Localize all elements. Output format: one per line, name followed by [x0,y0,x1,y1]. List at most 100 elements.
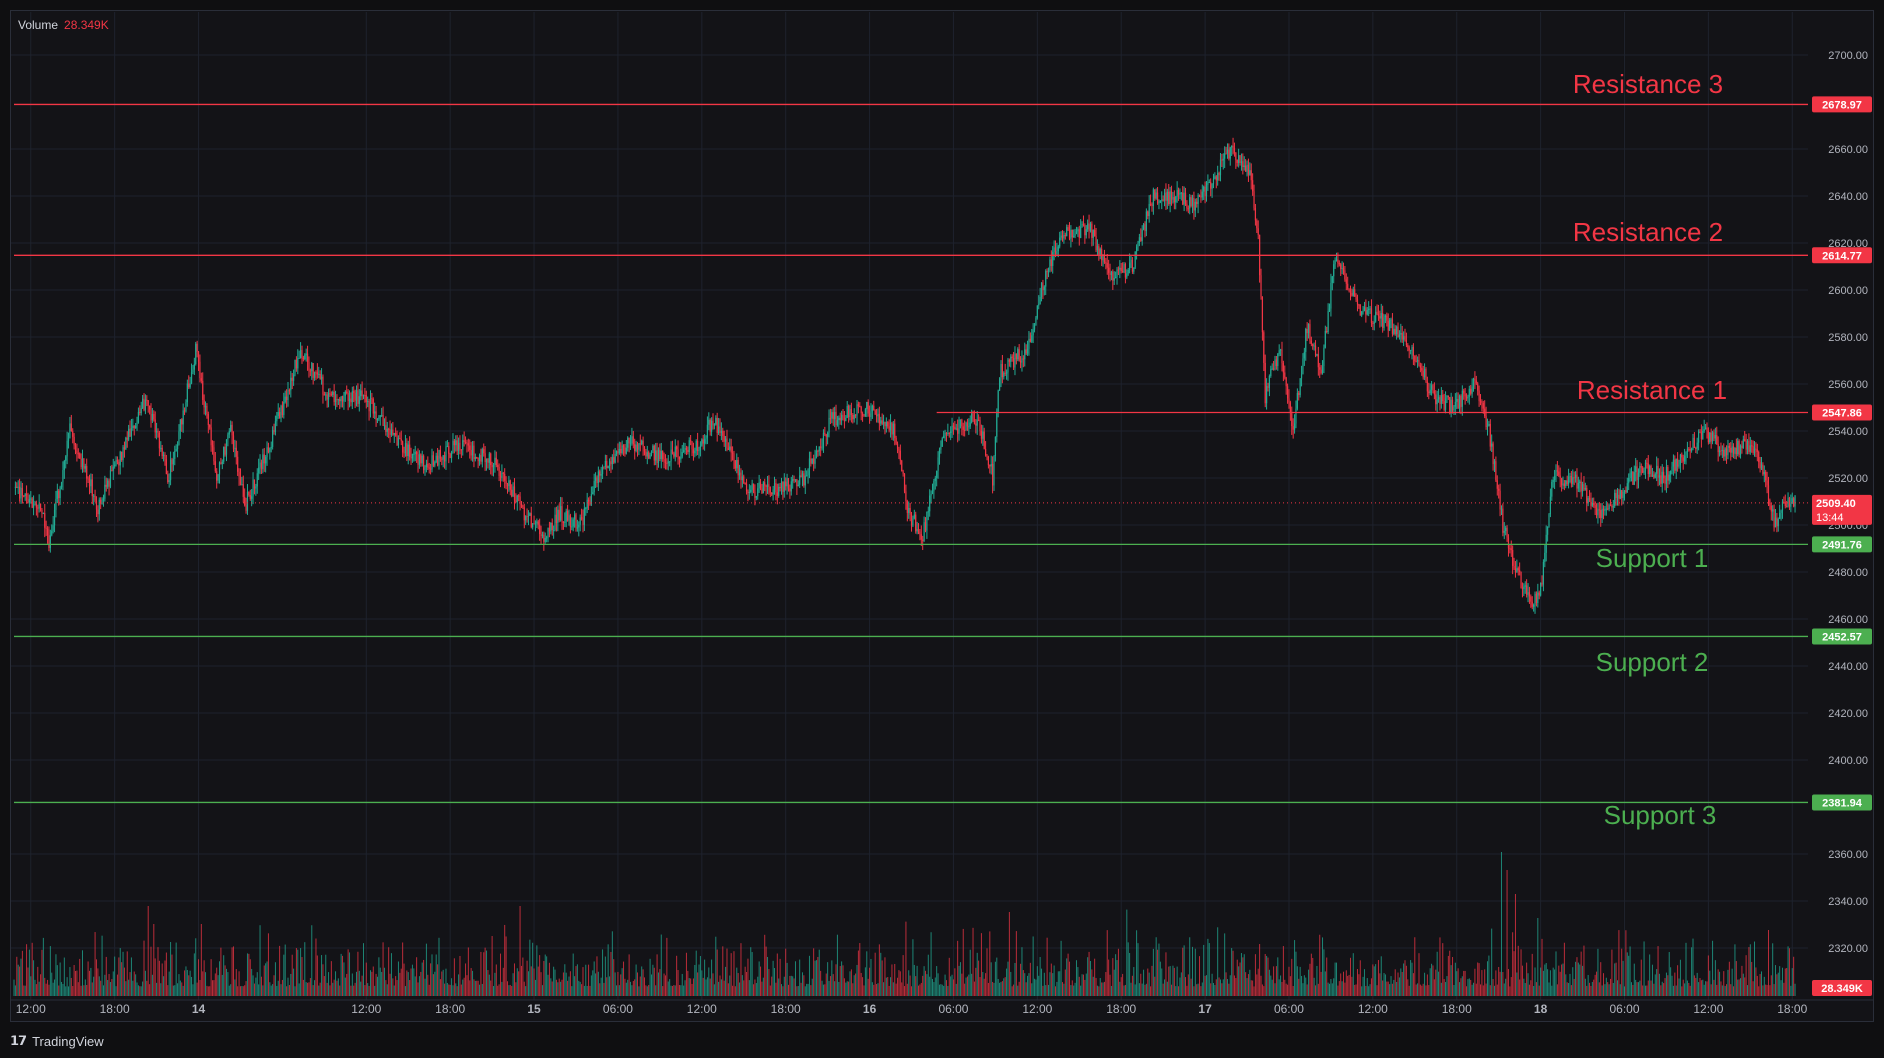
candle-body [1152,189,1154,207]
time-axis-tick-label: 18:00 [1442,1002,1472,1016]
volume-bar [1226,979,1228,996]
candle-body [509,480,511,490]
candle-body [469,445,471,451]
candle-body [1156,192,1159,204]
time-axis[interactable]: 12:00 18:00 14 12:00 18:00 15 06:00 12:00 18:00 1… [11,999,1873,1016]
candle-body [564,521,566,524]
candle-body [1605,508,1607,510]
volume-bar [1183,945,1185,996]
volume-bar [1656,969,1658,996]
volume-bar [1545,963,1547,996]
volume-bar [1489,985,1491,996]
candle-body [951,425,953,432]
volume-bar [835,964,837,996]
candle-body [952,425,955,427]
volume-bar [1468,978,1470,996]
candle-body [1228,149,1230,159]
candle-body [488,453,490,463]
volume-bar [286,986,288,996]
candle-body [192,369,194,373]
candle-body [1363,307,1366,311]
volume-bar [1421,985,1423,996]
candle-body [954,426,956,429]
volume-bar [1219,979,1221,996]
volume-bar [681,973,683,996]
volume-bar [263,965,265,996]
candle-body [374,411,376,414]
candle-body [1229,147,1231,159]
volume-bar [1528,984,1530,996]
candle-body [1010,356,1012,362]
candle-body [358,396,360,404]
volume-bar [48,984,50,996]
candle-body [1519,570,1521,572]
volume-bar [1593,979,1595,996]
price-axis[interactable]: 2320.002340.002360.002400.002420.002440.… [1810,11,1873,1019]
candle-body [1205,184,1208,197]
volume-bar [957,940,959,996]
candle-body [139,411,141,413]
candle-body [1418,360,1420,366]
candle-body [1773,509,1775,528]
volume-bar [1363,969,1365,996]
volume-bar [800,982,802,996]
volume-bar [606,977,608,996]
volume-bar [1678,978,1680,996]
tradingview-branding[interactable]: 𝟭𝟳 TradingView [10,1030,104,1052]
candle-body [154,419,156,433]
candle-body [554,514,556,531]
candle-body [1721,449,1723,451]
candle-body [1050,259,1052,266]
volume-bar [1287,984,1289,996]
volume-bar [1103,981,1105,996]
volume-bar [1456,971,1458,996]
volume-bar [95,959,97,996]
volume-bar [196,982,198,996]
volume-bar [1614,963,1616,996]
candle-body [355,390,358,401]
volume-bar [192,984,194,996]
volume-bar [24,985,26,996]
volume-bar [971,973,973,996]
candle-body [1682,457,1684,462]
candle-body [1344,270,1346,280]
candle-body [835,411,837,426]
candle-body [1416,360,1419,362]
volume-bar [51,972,53,996]
candle-body [1168,191,1170,205]
candle-body [717,426,720,433]
volume-bar [806,983,808,996]
candle-body [1249,170,1251,175]
volume-bar [84,979,86,996]
volume-bar [493,986,495,996]
candle-body [155,430,158,433]
volume-bar [205,972,207,996]
candle-body [923,522,925,541]
volume-bar [711,959,713,996]
candle-body [1430,385,1433,390]
candle-body [463,440,465,443]
volume-bar [109,982,111,996]
current-price-tag-value: 2509.40 [1816,498,1856,510]
volume-bar [1126,909,1128,996]
volume-bar [557,982,559,996]
volume-bar [1341,981,1343,996]
volume-bar [1628,955,1630,996]
volume-bar [669,979,671,996]
volume-bar [1200,986,1202,996]
candle-body [662,450,664,460]
candle-body [417,454,419,465]
candle-body [1401,333,1403,340]
candle-body [1635,466,1637,473]
candle-body [1607,508,1609,510]
candle-body [288,390,291,392]
time-axis-tick-label: 18:00 [771,1002,801,1016]
candle-body [1489,423,1491,447]
volume-bar [38,981,40,996]
candle-body [1716,435,1718,445]
candle-body [785,481,787,487]
candle-body [1129,262,1131,270]
candle-body [727,448,729,450]
volume-bar [1064,969,1066,996]
